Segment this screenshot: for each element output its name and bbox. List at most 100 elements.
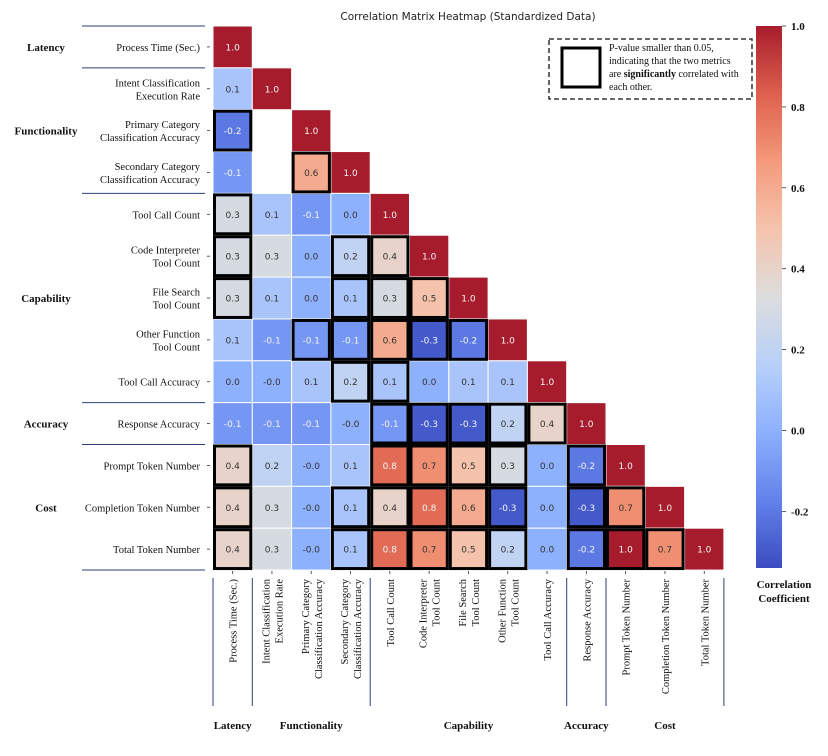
significance-border [330, 318, 371, 361]
heatmap-cell: 1.0 [448, 276, 489, 320]
significance-border [409, 318, 449, 361]
row-group-label: Accuracy [24, 419, 69, 431]
y-tick-label: Primary Category Classification Accuracy [100, 120, 201, 144]
cell-value: 0.3 [265, 546, 279, 556]
cell-fill [212, 318, 253, 362]
row-group-label: Capability [21, 293, 71, 305]
cell-value: 1.0 [618, 462, 633, 472]
heatmap-cell: -0.3 [487, 485, 528, 529]
y-tick-label: Other Function Tool Count [136, 329, 201, 353]
cell-value: 0.0 [422, 378, 437, 388]
y-tick-label: Completion Token Number [85, 503, 201, 514]
cell-value: -0.3 [499, 504, 517, 514]
heatmap-cell: -0.3 [409, 318, 450, 362]
heatmap-cell: 0.1 [251, 276, 293, 320]
cell-fill [409, 485, 450, 529]
cell-fill [291, 444, 332, 487]
significance-border [291, 151, 331, 194]
cell-value: -0.3 [420, 336, 438, 346]
cell-fill [251, 276, 293, 320]
cell-fill [487, 444, 528, 487]
significance-border [330, 277, 371, 319]
cell-value: -0.3 [460, 420, 478, 430]
y-tick-label: Intent Classification Execution Rate [115, 78, 201, 102]
heatmap-cell: -0.1 [291, 192, 332, 236]
heatmap-cell: 0.4 [526, 402, 568, 445]
heatmap-cell: 1.0 [605, 527, 646, 571]
heatmap-cell: 0.1 [330, 444, 371, 487]
significance-border [566, 528, 607, 571]
significance-box-icon [560, 46, 602, 89]
significance-border [409, 402, 449, 445]
heatmap-cell: 0.6 [369, 318, 411, 362]
cell-fill [251, 67, 293, 111]
cell-value: -0.1 [224, 169, 242, 179]
cell-value: 0.5 [461, 462, 475, 472]
heatmap-cell: 0.5 [409, 276, 450, 320]
heatmap-cell: 0.0 [526, 485, 568, 529]
y-tick-label: Tool Call Count [132, 210, 200, 221]
heatmap-cell: 0.0 [526, 444, 568, 487]
x-tick-label: Prompt Token Number [622, 579, 633, 676]
cell-value: -0.3 [420, 420, 438, 430]
heatmap-cell: 1.0 [644, 485, 686, 529]
cell-fill [212, 151, 253, 194]
heatmap-cell: 0.7 [409, 444, 450, 487]
cell-value: 0.7 [422, 462, 436, 472]
cell-fill [251, 402, 293, 445]
cell-value: -0.1 [263, 420, 281, 430]
significance-border [370, 235, 410, 278]
heatmap-cell: 1.0 [369, 192, 411, 236]
heatmap-cell: 0.2 [251, 444, 293, 487]
cell-value: 0.4 [225, 504, 240, 514]
heatmap-cell: -0.2 [212, 109, 253, 153]
heatmap-cell: -0.2 [448, 318, 489, 362]
significance-border [409, 277, 449, 319]
heatmap-cell: -0.1 [212, 402, 253, 445]
cell-value: 0.7 [422, 546, 436, 556]
heatmap-cell: 0.2 [330, 234, 371, 278]
heatmap-cell: -0.3 [566, 485, 607, 529]
cell-fill [330, 402, 371, 445]
cell-fill [212, 109, 253, 153]
cell-value: 1.0 [579, 420, 594, 430]
significance-border [213, 193, 253, 236]
heatmap-cell: -0.1 [251, 402, 293, 445]
cell-value: -0.0 [302, 462, 320, 472]
cell-value: 0.3 [383, 295, 397, 305]
cell-fill [291, 402, 332, 445]
cell-fill [251, 192, 293, 236]
significance-border [448, 318, 489, 361]
heatmap-cell: 0.8 [369, 444, 411, 487]
heatmap-cell: 0.3 [251, 485, 293, 529]
heatmap-cell: 0.3 [487, 444, 528, 487]
cell-value: 0.2 [343, 253, 357, 263]
heatmap-cell: 0.4 [212, 485, 253, 529]
cell-value: -0.1 [342, 336, 360, 346]
cell-value: 1.0 [658, 504, 673, 514]
significance-border [330, 486, 371, 529]
significance-border [213, 528, 253, 571]
cell-value: -0.3 [578, 504, 596, 514]
significance-border [409, 528, 449, 571]
cell-fill [330, 276, 371, 320]
x-tick-label: Completion Token Number [661, 579, 672, 695]
heatmap-cell: -0.1 [212, 151, 253, 194]
cell-value: 0.4 [383, 504, 398, 514]
heatmap-cell: 1.0 [605, 444, 646, 487]
colorbar-tick-label: 1.0 [791, 21, 805, 33]
cell-fill [291, 276, 332, 320]
cell-value: 0.1 [343, 504, 357, 514]
colorbar [756, 26, 782, 568]
cell-value: 0.1 [501, 378, 515, 388]
cell-value: 0.8 [422, 504, 437, 514]
significance-border [527, 402, 567, 445]
heatmap-cell: -0.0 [251, 360, 293, 404]
heatmap-cell: 0.0 [330, 192, 371, 236]
cell-value: -0.0 [342, 420, 360, 430]
heatmap-cell: 1.0 [487, 318, 528, 362]
column-group-label: Cost [654, 720, 676, 732]
heatmap-cell: -0.1 [291, 402, 332, 445]
cell-value: -0.0 [302, 504, 320, 514]
cell-value: 0.1 [225, 336, 239, 346]
